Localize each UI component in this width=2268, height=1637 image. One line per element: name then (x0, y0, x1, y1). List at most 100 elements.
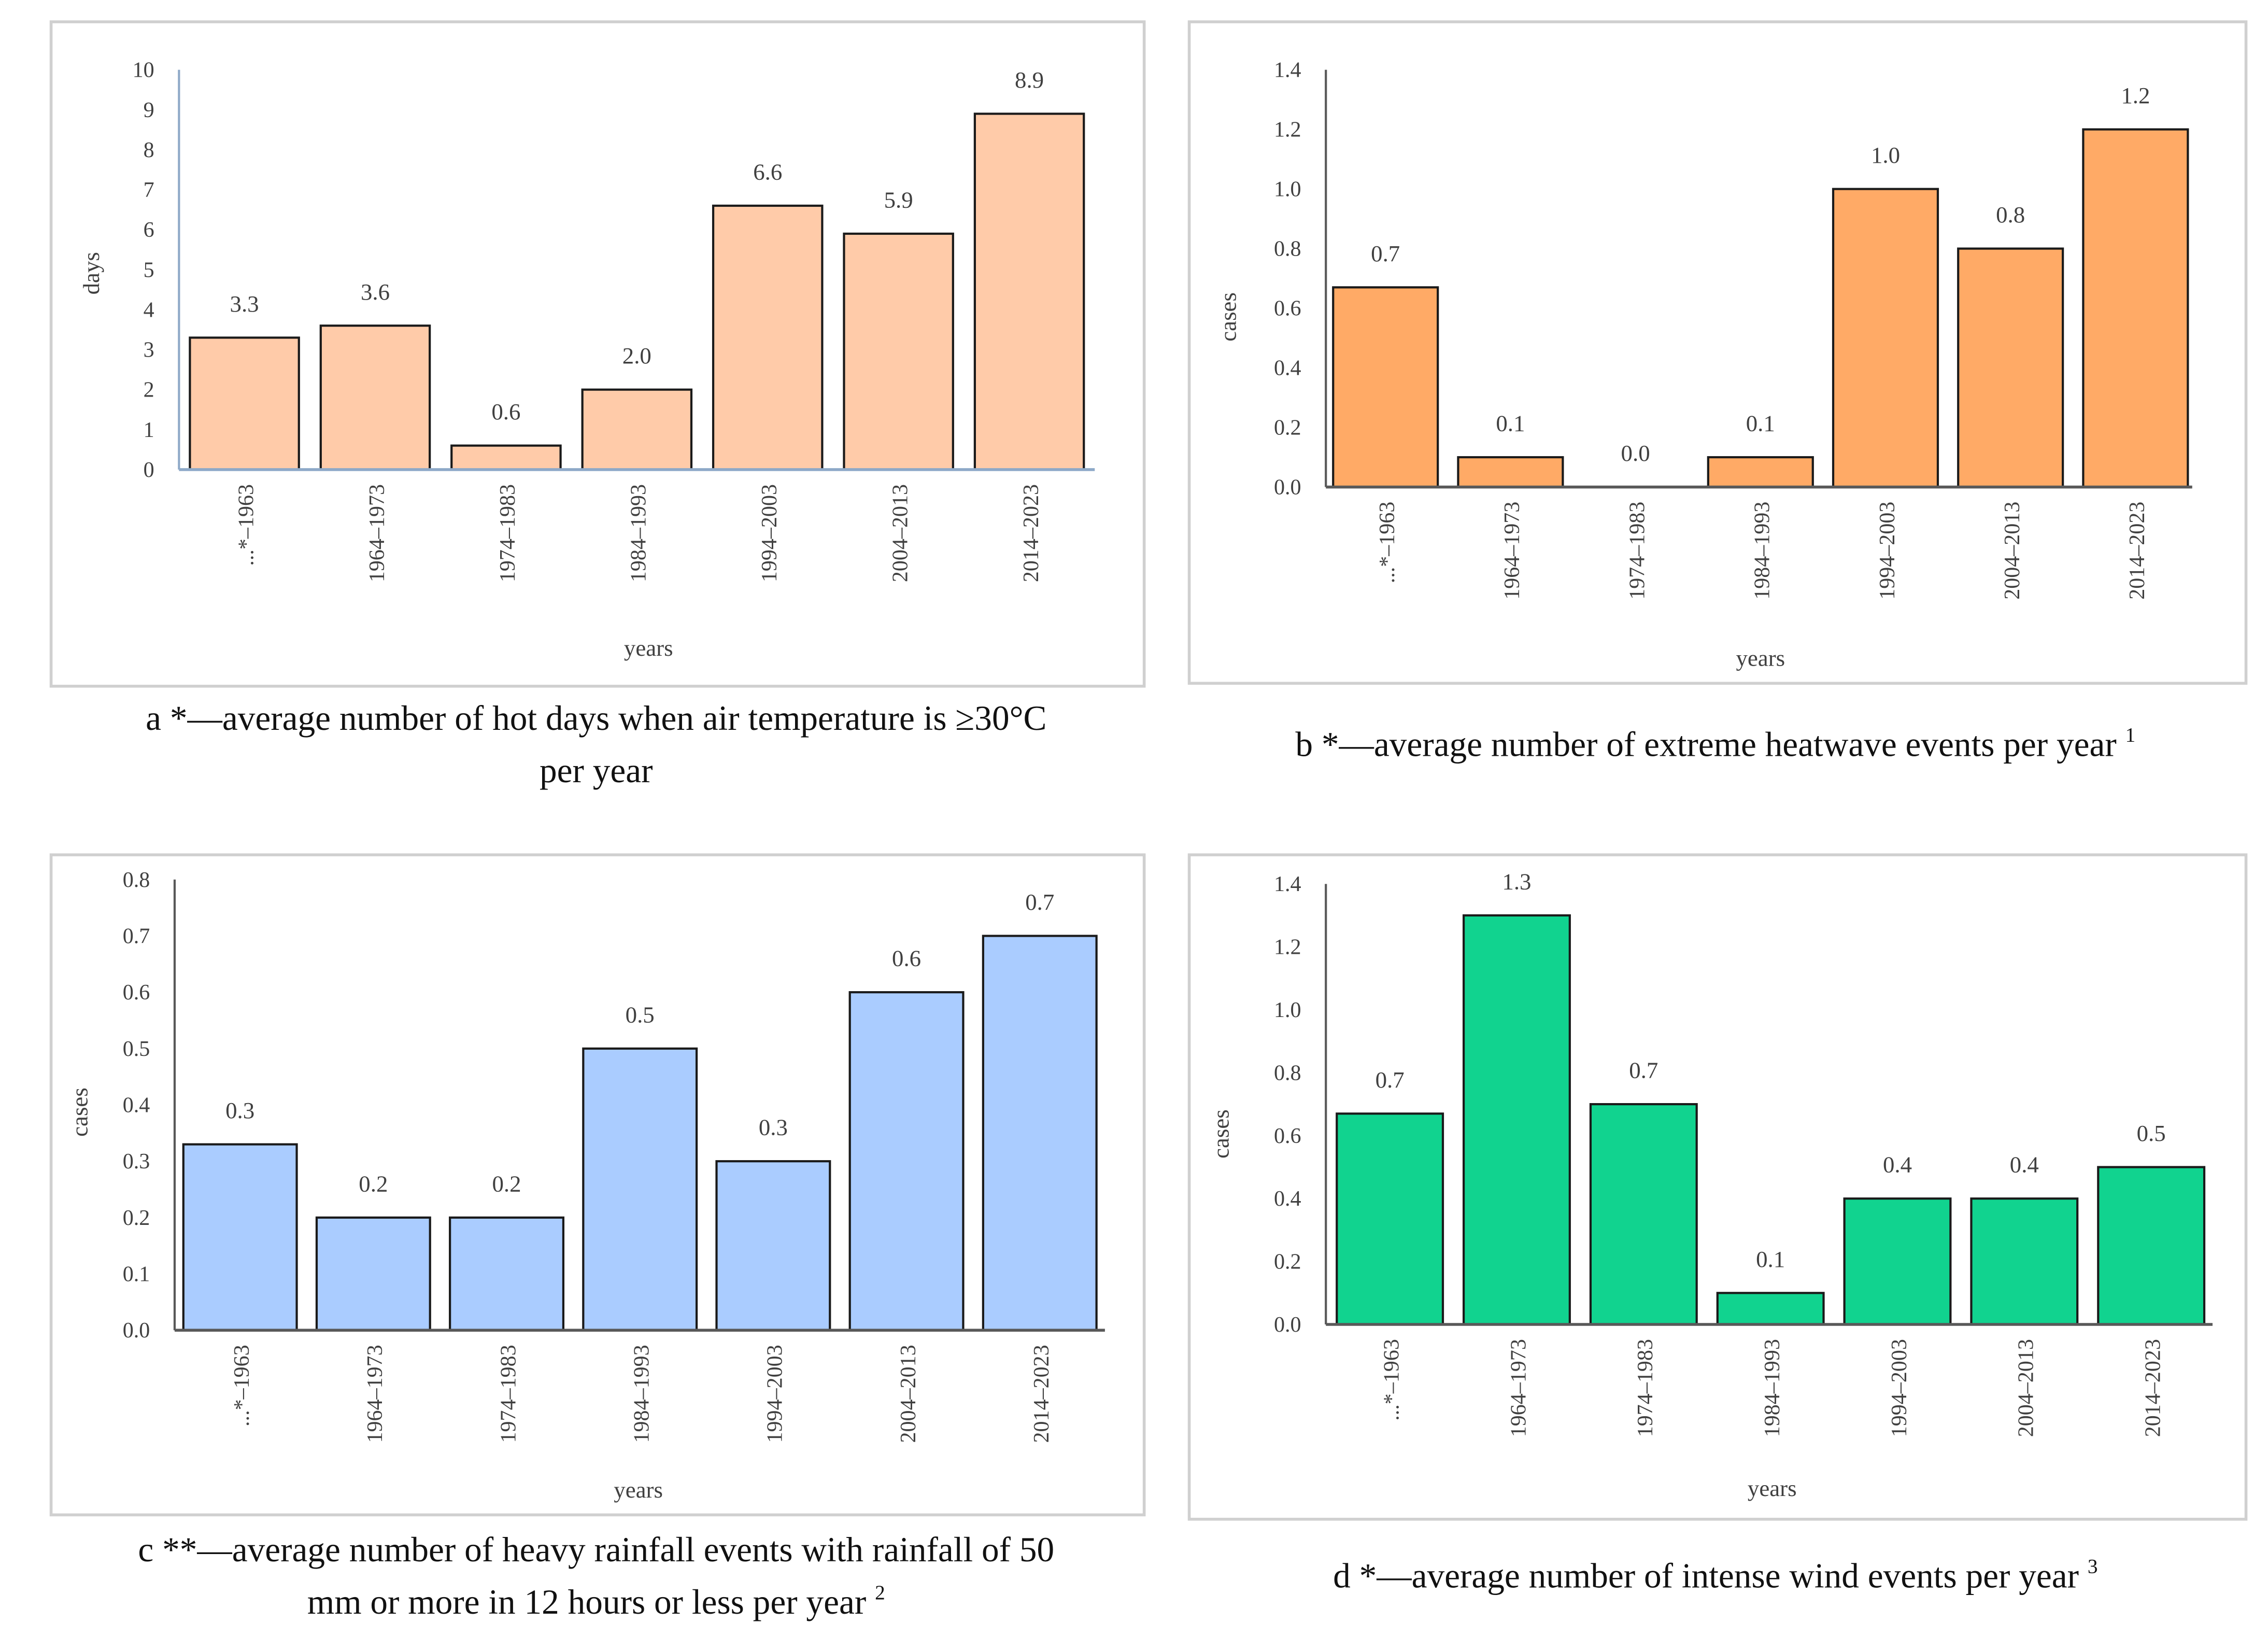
data-label: 6.6 (753, 159, 782, 185)
data-label: 5.9 (884, 187, 913, 213)
bar-0 (182, 1143, 298, 1332)
x-axis-title: years (614, 1477, 663, 1503)
x-tick-label: 1984–1993 (1761, 1339, 1784, 1437)
chart-panel-b: 0.0 0.2 0.4 0.6 0.8 1.0 1.2 1.4 0.7 ...*–1963 0.1 1… (1187, 20, 2248, 764)
y-tick-label: 0.8 (1274, 1061, 1301, 1085)
y-tick-label: 1.2 (1274, 936, 1301, 959)
chart-caption-line: c **—average number of heavy rainfall ev… (138, 1530, 1054, 1569)
y-tick-label: 0.3 (123, 1150, 150, 1174)
x-tick-label: 1984–1993 (1751, 502, 1775, 600)
y-tick-label: 4 (144, 298, 154, 322)
y-tick-label: 0.1 (123, 1263, 150, 1287)
bar-5 (1970, 1197, 2079, 1326)
y-tick-label: 0.6 (1274, 1124, 1301, 1148)
x-tick-label: ...*–1963 (1380, 1339, 1404, 1421)
bar-1 (319, 324, 431, 471)
x-tick-label: 1974–1983 (497, 1345, 520, 1443)
y-tick-label: 0.4 (1274, 1187, 1301, 1211)
bar-5 (848, 991, 965, 1332)
data-label: 0.5 (626, 1001, 655, 1027)
x-tick-label: 1964–1973 (363, 1345, 387, 1443)
bar-1 (1462, 914, 1571, 1326)
chart-caption-line: d *—average number of intense wind event… (1333, 1556, 2097, 1596)
x-tick-label: 2004–2013 (897, 1345, 920, 1443)
bar-4 (712, 204, 824, 471)
y-tick-label: 10 (133, 59, 154, 82)
data-label: 0.0 (1621, 440, 1650, 466)
y-axis-title: days (78, 252, 104, 294)
data-label: 3.6 (361, 279, 390, 305)
chart-caption-line: per year (540, 751, 653, 790)
x-tick-label: 1994–2003 (758, 484, 782, 582)
chart-caption-line: b *—average number of extreme heatwave e… (1295, 724, 2135, 764)
bar-2 (450, 444, 562, 471)
x-tick-label: ...*–1963 (234, 484, 258, 566)
data-label: 0.4 (2010, 1152, 2039, 1178)
y-axis-title: cases (1215, 292, 1241, 342)
x-tick-label: 1984–1993 (630, 1345, 654, 1443)
x-tick-label: 2014–2023 (2125, 502, 2149, 600)
x-tick-label: 1994–2003 (1876, 502, 1900, 600)
bar-5 (1957, 247, 2064, 488)
data-label: 0.1 (1756, 1246, 1785, 1272)
bar-3 (1716, 1292, 1825, 1326)
y-tick-label: 0.4 (123, 1094, 150, 1118)
y-tick-label: 0.7 (123, 924, 150, 948)
x-tick-label: 1974–1983 (1625, 502, 1649, 600)
x-axis-title: years (624, 635, 673, 661)
x-axis-title: years (1736, 645, 1785, 671)
data-label: 0.2 (359, 1170, 388, 1196)
y-axis-title: cases (1208, 1109, 1234, 1159)
chart-caption-line: a *—average number of hot days when air … (146, 699, 1046, 738)
data-label: 0.6 (491, 399, 520, 425)
bar-4 (715, 1160, 831, 1332)
caption-footnote-marker: 2 (875, 1582, 885, 1604)
x-tick-label: 2014–2023 (2141, 1339, 2165, 1437)
x-tick-label: 2004–2013 (2001, 502, 2024, 600)
x-tick-label: 1994–2003 (763, 1345, 787, 1443)
caption-footnote-marker: 1 (2125, 724, 2136, 746)
y-tick-label: 5 (144, 258, 154, 282)
y-tick-label: 0.2 (123, 1206, 150, 1230)
y-tick-label: 0.8 (1274, 237, 1301, 261)
data-label: 0.8 (1996, 202, 2025, 228)
bar-3 (1707, 456, 1814, 488)
x-tick-label: 2014–2023 (1019, 484, 1043, 582)
data-label: 0.4 (1883, 1152, 1912, 1178)
y-tick-label: 1.0 (1274, 998, 1301, 1022)
x-tick-label: 2004–2013 (888, 484, 912, 582)
x-tick-label: ...*–1963 (230, 1345, 254, 1427)
data-label: 0.7 (1376, 1067, 1405, 1093)
bar-0 (1336, 1112, 1444, 1326)
bar-2 (449, 1216, 565, 1332)
x-axis-title: years (1748, 1475, 1797, 1501)
data-label: 0.3 (759, 1114, 788, 1140)
bar-6 (2082, 128, 2189, 488)
data-label: 1.0 (1871, 142, 1900, 168)
bar-3 (581, 388, 693, 471)
caption-footnote-marker: 3 (2088, 1556, 2098, 1578)
y-tick-label: 1 (144, 418, 154, 442)
bar-0 (189, 336, 300, 471)
chart-caption-line: mm or more in 12 hours or less per year 2 (307, 1582, 885, 1621)
chart-panel-a: 0 1 2 3 4 5 6 7 8 9 10 3.3 ...*–1963 3.6 1964–1973 0.6 1… (49, 20, 1146, 790)
y-tick-label: 1.4 (1274, 872, 1301, 896)
data-label: 0.7 (1371, 241, 1400, 266)
x-tick-label: 2004–2013 (2015, 1339, 2038, 1437)
data-label: 0.5 (2137, 1120, 2166, 1146)
data-label: 8.9 (1015, 67, 1044, 93)
data-label: 0.7 (1629, 1057, 1658, 1083)
x-tick-label: 1964–1973 (365, 484, 389, 582)
y-tick-label: 8 (144, 138, 154, 162)
data-label: 0.1 (1496, 411, 1525, 436)
y-axis-title: cases (67, 1088, 93, 1137)
y-tick-label: 0.0 (123, 1319, 150, 1343)
y-tick-label: 0.0 (1274, 476, 1301, 500)
chart-panel-c: 0.0 0.1 0.2 0.3 0.4 0.5 0.6 0.7 0.8 0.3 ...*–1963 0… (49, 853, 1146, 1621)
bar-1 (315, 1216, 431, 1332)
x-tick-label: 1994–2003 (1888, 1339, 1911, 1437)
x-tick-label: 1984–1993 (627, 484, 651, 582)
bar-0 (1332, 286, 1439, 488)
data-label: 0.7 (1025, 889, 1054, 915)
